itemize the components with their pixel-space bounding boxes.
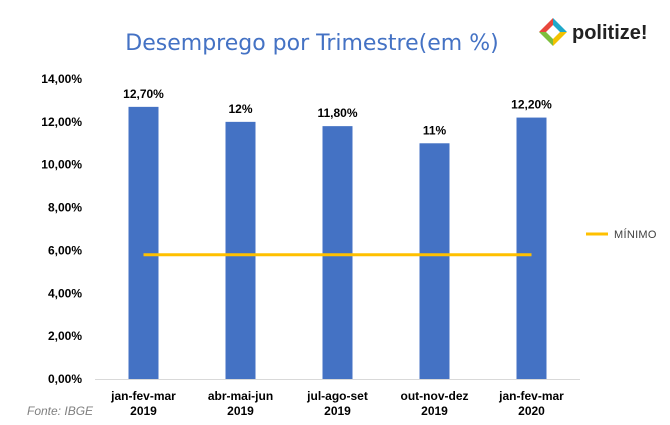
chart-title: Desemprego por Trimestre(em %) xyxy=(125,31,498,56)
y-tick-label: 14,00% xyxy=(41,72,82,86)
y-tick-label: 2,00% xyxy=(48,329,82,343)
source-note: Fonte: IBGE xyxy=(27,404,94,418)
bar xyxy=(225,121,256,379)
data-labels: 12,70% 12% 11,80% 11% 12,20% xyxy=(123,87,552,137)
data-label: 12,70% xyxy=(123,87,164,101)
y-tick-label: 4,00% xyxy=(48,286,82,300)
x-tick-label: jan-fev-mar 2019 xyxy=(110,389,176,418)
bar xyxy=(419,143,450,379)
data-label: 11,80% xyxy=(317,106,357,120)
bar xyxy=(516,117,547,380)
legend: MÍNIMO xyxy=(586,228,657,241)
x-tick-label: jan-fev-mar 2020 xyxy=(498,389,564,418)
y-tick-label: 0,00% xyxy=(48,372,82,386)
x-tick-label: out-nov-dez 2019 xyxy=(401,389,469,418)
y-tick-label: 8,00% xyxy=(48,201,82,215)
y-tick-label: 12,00% xyxy=(41,115,82,129)
y-axis: 0,00% 2,00% 4,00% 6,00% 8,00% 10,00% 12,00% 14,… xyxy=(41,72,82,386)
bar xyxy=(128,106,159,379)
data-label: 11% xyxy=(423,123,447,137)
x-tick-label: abr-mai-jun 2019 xyxy=(208,389,273,418)
x-axis: jan-fev-mar 2019 abr-mai-jun 2019 jul-ago-se… xyxy=(95,379,580,418)
bars xyxy=(128,106,547,380)
data-label: 12% xyxy=(228,102,252,116)
logo-mark-icon xyxy=(539,18,567,46)
y-tick-label: 6,00% xyxy=(48,243,82,257)
data-label: 12,20% xyxy=(511,98,552,112)
logo-text: politize! xyxy=(572,22,648,44)
y-tick-label: 10,00% xyxy=(41,158,82,172)
x-tick-label: jul-ago-set 2019 xyxy=(306,389,368,418)
bar xyxy=(322,126,353,380)
politize-logo: politize! xyxy=(539,18,648,46)
legend-label: MÍNIMO xyxy=(614,228,657,241)
